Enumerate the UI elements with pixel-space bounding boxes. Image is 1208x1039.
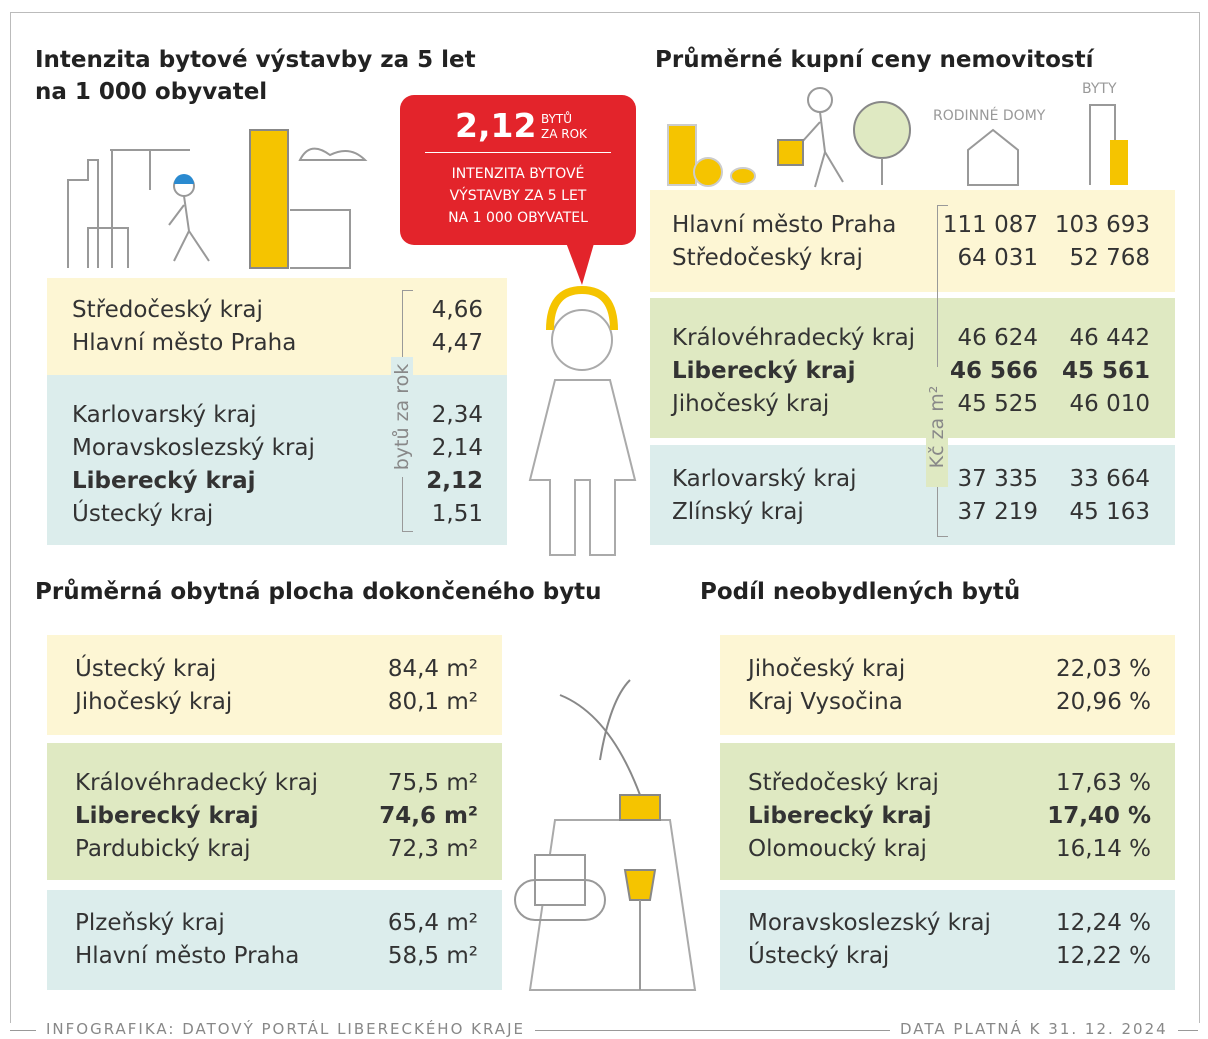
region-name: Hlavní město Praha: [72, 327, 296, 360]
value: 80,1 m²: [388, 686, 478, 719]
value: 52 768: [1070, 242, 1150, 275]
column-header: RODINNÉ DOMY: [933, 108, 1045, 124]
value: 46 442: [1070, 322, 1150, 355]
callout-text: NA 1 000 OBYVATEL: [400, 210, 636, 226]
callout-text: VÝSTAVBY ZA 5 LET: [400, 188, 636, 204]
region-name: Středočeský kraj: [672, 242, 863, 275]
value: 84,4 m²: [388, 653, 478, 686]
value: 17,40 %: [1047, 800, 1151, 833]
region-name: Karlovarský kraj: [672, 463, 857, 496]
region-name: Hlavní město Praha: [672, 209, 896, 242]
region-name: Královéhradecký kraj: [672, 322, 915, 355]
value: 74,6 m²: [379, 800, 478, 833]
value: 46 010: [1070, 388, 1150, 421]
region-name: Jihočeský kraj: [672, 388, 829, 421]
region-name: Hlavní město Praha: [75, 940, 299, 973]
callout-rule: [425, 152, 611, 153]
footer-source: INFOGRAFIKA: DATOVÝ PORTÁL LIBERECKÉHO K…: [36, 1020, 535, 1038]
value: 16,14 %: [1056, 833, 1151, 866]
region-name: Moravskoslezský kraj: [72, 432, 315, 465]
region-name: Ústecký kraj: [72, 498, 213, 531]
value: 65,4 m²: [388, 907, 478, 940]
footer-date: DATA PLATNÁ K 31. 12. 2024: [890, 1020, 1178, 1038]
region-name: Pardubický kraj: [75, 833, 250, 866]
region-name: Ústecký kraj: [748, 940, 889, 973]
callout-unit: BYTŮ: [541, 112, 572, 126]
region-name: Královéhradecký kraj: [75, 767, 318, 800]
region-name: Zlínský kraj: [672, 496, 804, 529]
value: 45 561: [1062, 355, 1150, 388]
column-header: BYTY: [1082, 81, 1117, 97]
section-title: Průměrné kupní ceny nemovitostí: [655, 44, 1093, 76]
page: (() => { const data = JSON.parse(documen…: [0, 0, 1208, 1039]
value: 46 566: [950, 355, 1038, 388]
value: 37 335: [958, 463, 1038, 496]
value: 4,47: [432, 327, 483, 360]
value: 20,96 %: [1056, 686, 1151, 719]
value: 45 525: [958, 388, 1038, 421]
value: 17,63 %: [1056, 767, 1151, 800]
value: 12,22 %: [1056, 940, 1151, 973]
value: 64 031: [958, 242, 1038, 275]
section-title: na 1 000 obyvatel: [35, 76, 267, 108]
value: 2,12: [426, 465, 483, 498]
region-name: Moravskoslezský kraj: [748, 907, 991, 940]
value: 37 219: [958, 496, 1038, 529]
value: 75,5 m²: [388, 767, 478, 800]
callout-unit: ZA ROK: [541, 127, 587, 141]
value: 45 163: [1070, 496, 1150, 529]
value: 58,5 m²: [388, 940, 478, 973]
section-title: Intenzita bytové výstavby za 5 let: [35, 44, 476, 76]
value: 111 087: [943, 209, 1038, 242]
callout-value: 2,12: [455, 106, 536, 145]
region-name: Středočeský kraj: [72, 294, 263, 327]
region-name: Ústecký kraj: [75, 653, 216, 686]
callout-pointer: [560, 240, 600, 290]
region-name: Liberecký kraj: [672, 355, 856, 388]
value: 72,3 m²: [388, 833, 478, 866]
section-title: Průměrná obytná plocha dokončeného bytu: [35, 576, 602, 608]
region-name: Olomoucký kraj: [748, 833, 927, 866]
value: 22,03 %: [1056, 653, 1151, 686]
value: 103 693: [1055, 209, 1150, 242]
region-name: Liberecký kraj: [72, 465, 256, 498]
value: 46 624: [958, 322, 1038, 355]
value: 33 664: [1070, 463, 1150, 496]
region-name: Liberecký kraj: [75, 800, 259, 833]
section-title: Podíl neobydlených bytů: [700, 576, 1020, 608]
region-name: Středočeský kraj: [748, 767, 939, 800]
value: 2,14: [432, 432, 483, 465]
region-name: Plzeňský kraj: [75, 907, 225, 940]
value: 1,51: [432, 498, 483, 531]
value: 12,24 %: [1056, 907, 1151, 940]
callout-text: INTENZITA BYTOVÉ: [400, 166, 636, 182]
region-name: Liberecký kraj: [748, 800, 932, 833]
region-name: Jihočeský kraj: [748, 653, 905, 686]
axis-label: bytů za rok: [391, 357, 413, 477]
region-name: Karlovarský kraj: [72, 399, 257, 432]
axis-label: Kč za m²: [926, 367, 948, 487]
value: 2,34: [432, 399, 483, 432]
region-name: Jihočeský kraj: [75, 686, 232, 719]
region-name: Kraj Vysočina: [748, 686, 903, 719]
value: 4,66: [432, 294, 483, 327]
